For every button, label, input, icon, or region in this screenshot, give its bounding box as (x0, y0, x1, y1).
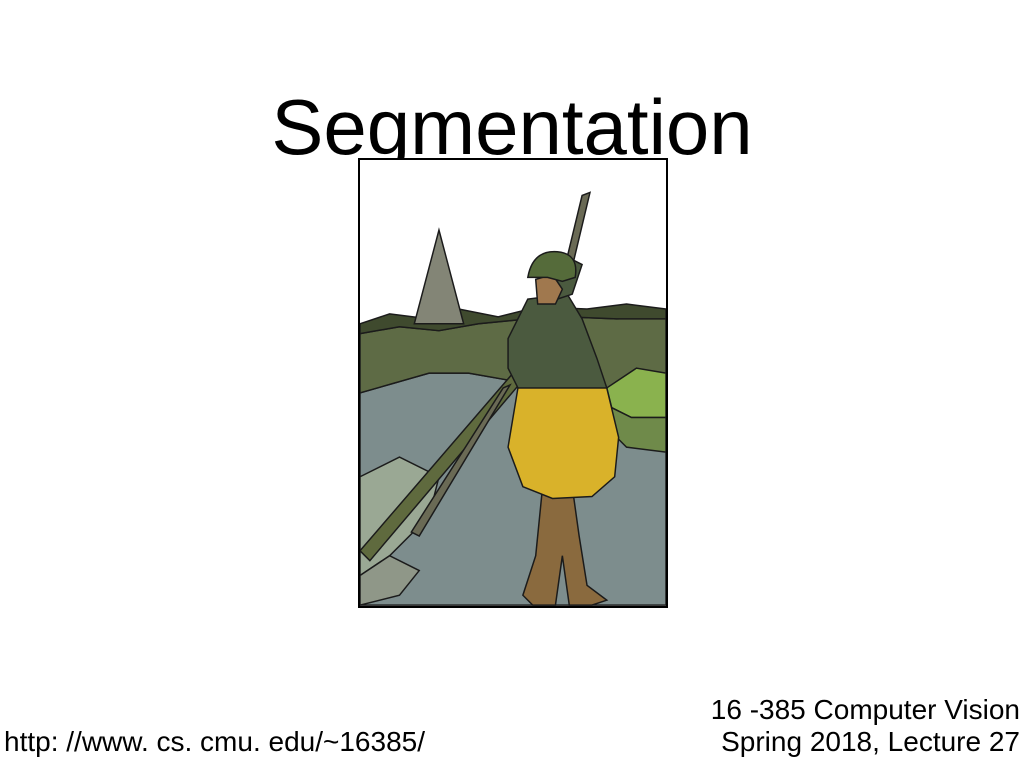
segmentation-figure (358, 158, 668, 608)
region-mountain (414, 230, 463, 324)
footer-course-info: 16 -385 Computer Vision Spring 2018, Lec… (711, 694, 1020, 758)
footer-url: http: //www. cs. cmu. edu/~16385/ (4, 726, 425, 758)
footer-course-line2: Spring 2018, Lecture 27 (711, 726, 1020, 758)
region-helmet (528, 252, 576, 282)
region-skirt (508, 388, 619, 499)
footer-course-line1: 16 -385 Computer Vision (711, 694, 1020, 726)
segmentation-svg (360, 160, 666, 606)
